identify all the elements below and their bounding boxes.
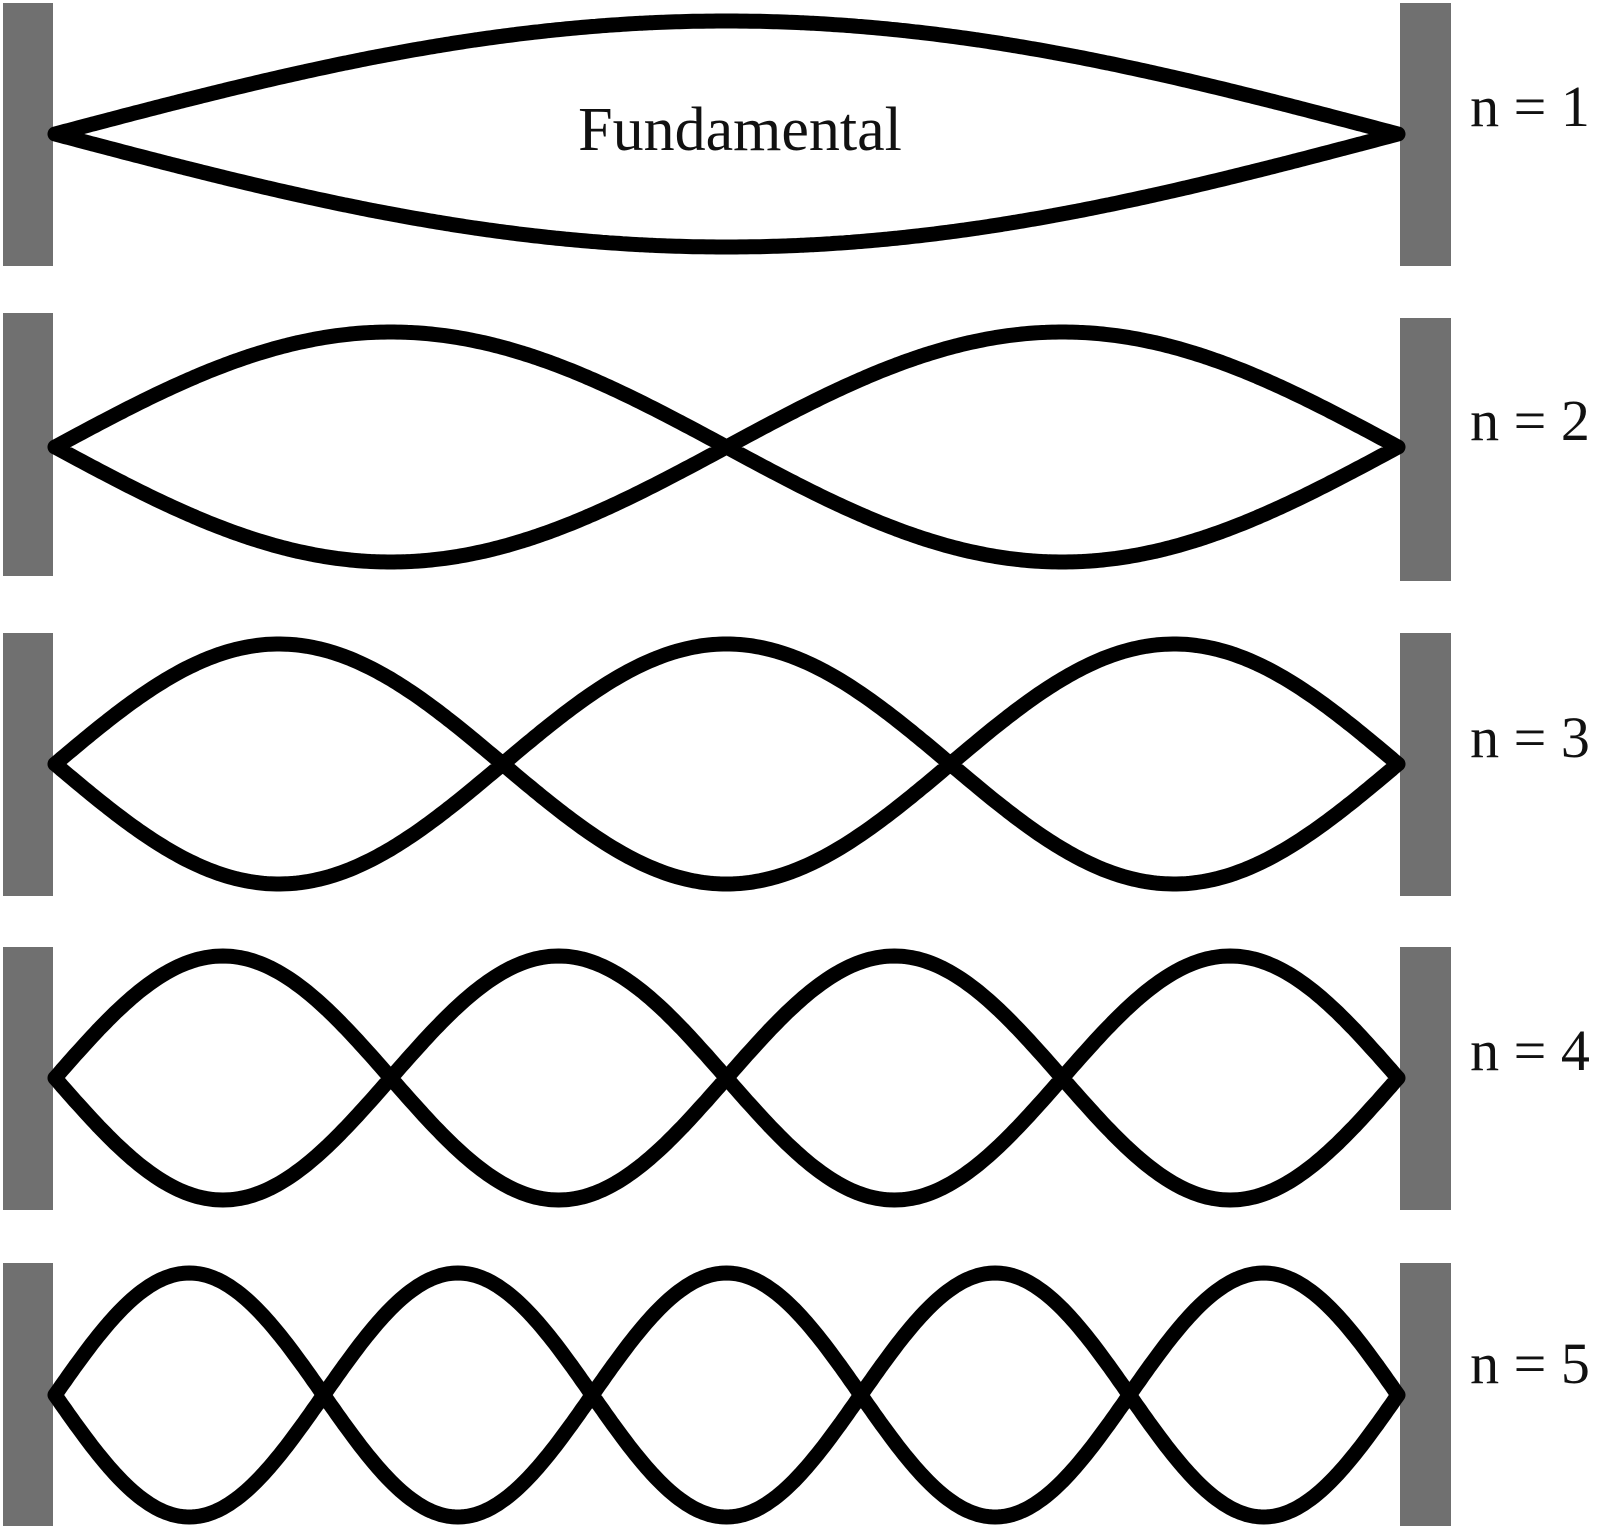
fundamental-label: Fundamental	[578, 96, 902, 164]
left-fixed-end	[3, 3, 53, 266]
wave-envelope-n5	[47, 1265, 1406, 1525]
harmonic-row-4: n = 4	[3, 947, 1590, 1210]
wave-envelope-n2	[47, 324, 1406, 570]
mode-label-n4: n = 4	[1470, 1018, 1590, 1083]
mode-label-n2: n = 2	[1470, 388, 1590, 453]
right-fixed-end	[1400, 3, 1451, 266]
left-fixed-end	[3, 947, 53, 1210]
mode-label-n3: n = 3	[1470, 705, 1590, 770]
wave-envelope-n4	[47, 948, 1406, 1208]
left-fixed-end	[3, 1263, 53, 1526]
mode-label-n5: n = 5	[1470, 1331, 1590, 1396]
right-fixed-end	[1400, 947, 1451, 1210]
mode-label-n1: n = 1	[1470, 74, 1590, 139]
left-fixed-end	[3, 633, 53, 896]
right-fixed-end	[1400, 318, 1451, 581]
right-fixed-end	[1400, 633, 1451, 896]
harmonic-row-3: n = 3	[3, 633, 1590, 896]
wave-envelope-n3	[47, 636, 1406, 892]
left-fixed-end	[3, 313, 53, 576]
right-fixed-end	[1400, 1263, 1451, 1526]
wave-envelope-n1	[47, 13, 1406, 255]
harmonic-row-2: n = 2	[3, 313, 1590, 581]
harmonic-row-5: n = 5	[3, 1263, 1590, 1526]
harmonic-row-1: Fundamental n = 1	[3, 3, 1590, 266]
